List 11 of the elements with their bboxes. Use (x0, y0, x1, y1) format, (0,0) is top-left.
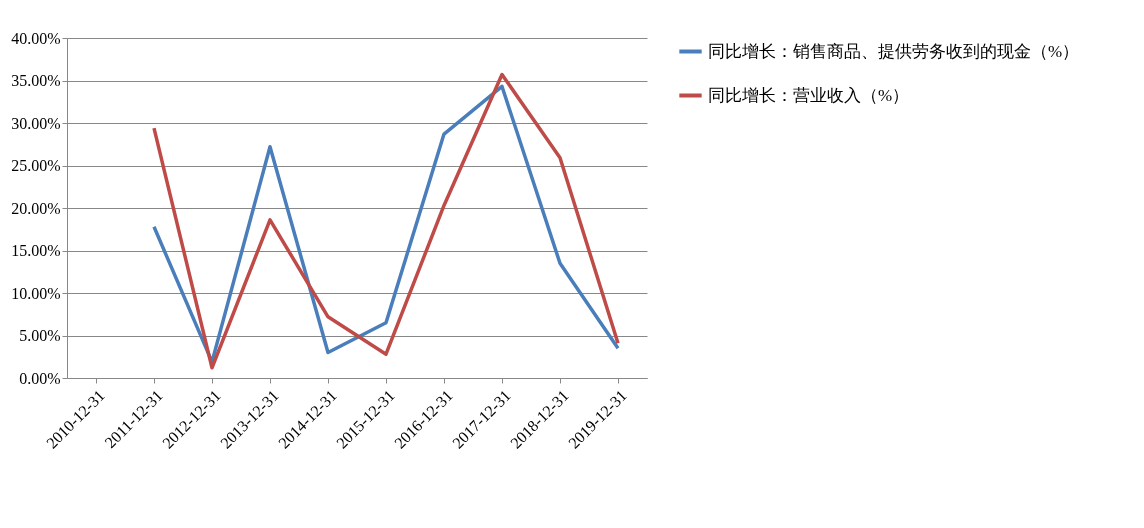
y-tick-label: 35.00% (11, 72, 61, 89)
y-tick-label: 10.00% (11, 284, 61, 302)
y-tick-label: 15.00% (11, 242, 61, 259)
y-tick-label: 20.00% (11, 199, 61, 217)
y-tick-label: 30.00% (11, 114, 61, 132)
y-tick-label: 25.00% (11, 157, 61, 174)
y-tick-label: 40.00% (11, 29, 61, 47)
legend-label: 同比增长：销售商品、提供劳务收到的现金（%） (708, 41, 1080, 61)
legend-label: 同比增长：营业收入（%） (708, 85, 910, 105)
y-tick-label: 0.00% (19, 369, 61, 387)
y-tick-label: 5.00% (19, 327, 61, 344)
